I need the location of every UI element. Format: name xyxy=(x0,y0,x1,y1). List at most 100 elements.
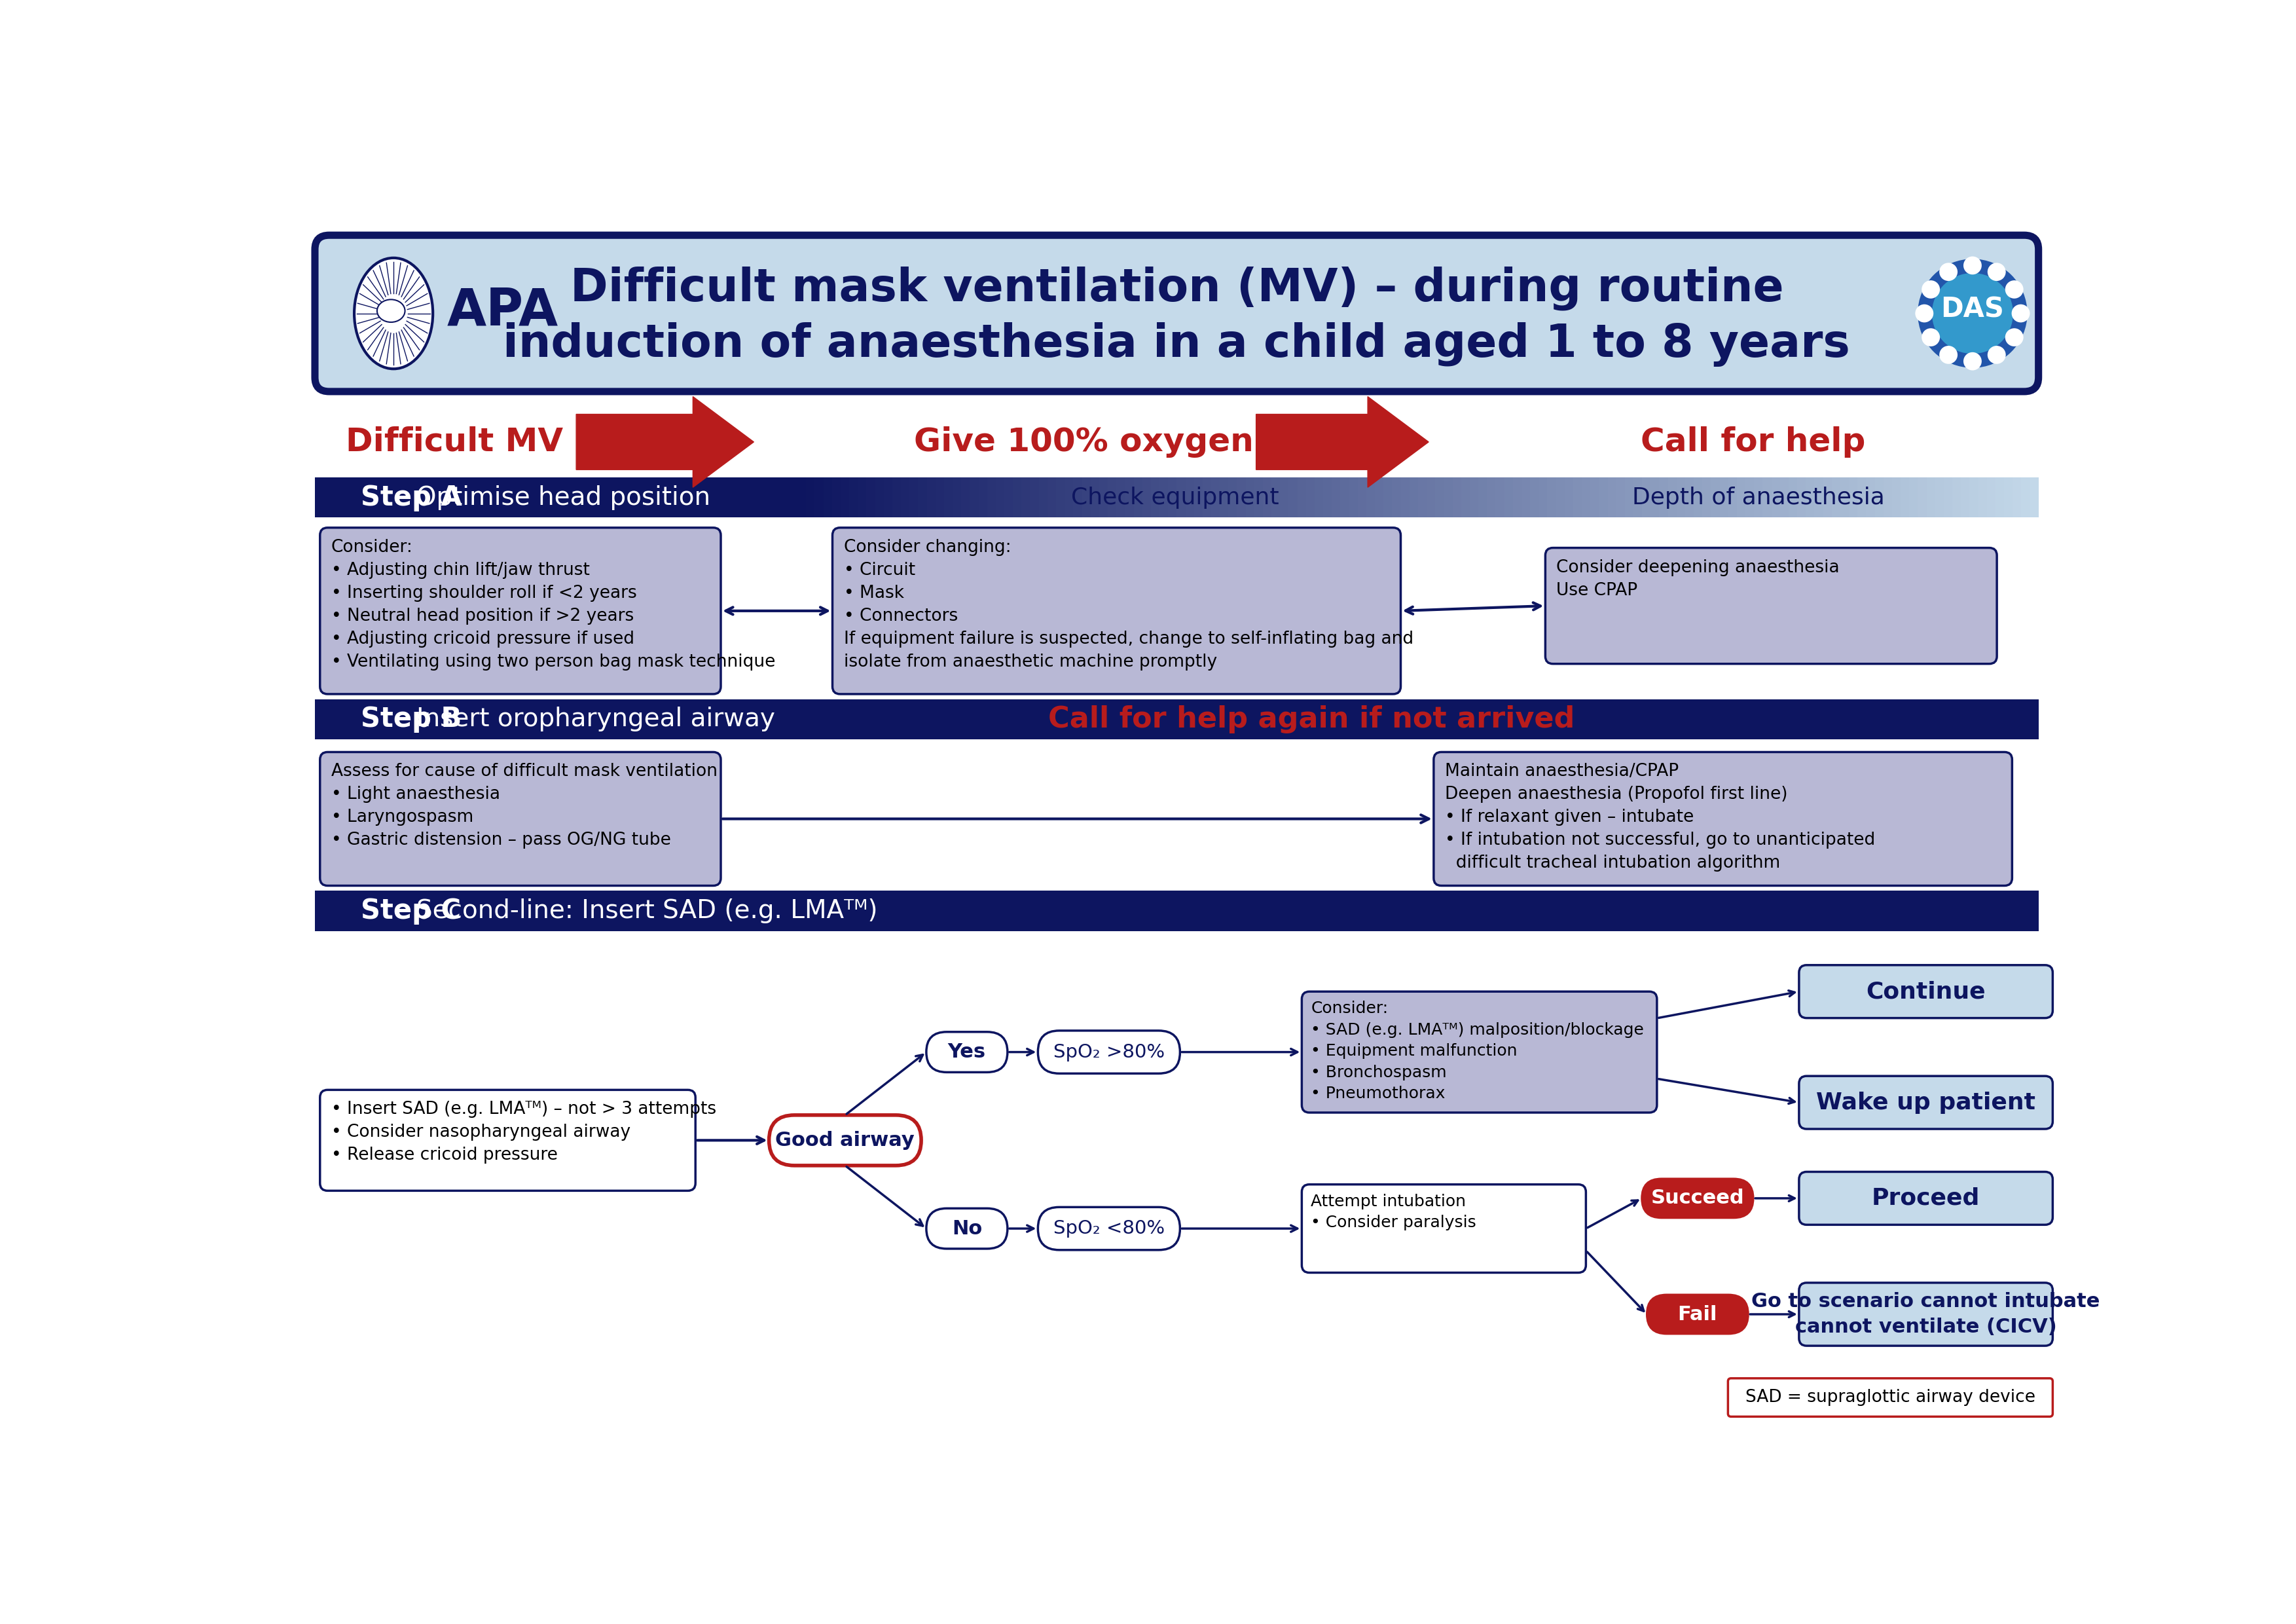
Text: Consider deepening anaesthesia
Use CPAP: Consider deepening anaesthesia Use CPAP xyxy=(1557,559,1839,599)
Circle shape xyxy=(1963,257,1981,274)
Bar xyxy=(1332,477,1341,518)
FancyBboxPatch shape xyxy=(925,1208,1008,1249)
Text: DAS: DAS xyxy=(1940,296,2004,323)
Text: Second-line: Insert SAD (e.g. LMAᵀᴹ): Second-line: Insert SAD (e.g. LMAᵀᴹ) xyxy=(416,898,877,924)
Bar xyxy=(1754,477,1763,518)
Bar xyxy=(1814,477,1823,518)
Bar xyxy=(1419,477,1428,518)
Bar xyxy=(393,477,402,518)
Text: Consider:
• Adjusting chin lift/jaw thrust
• Inserting shoulder roll if <2 years: Consider: • Adjusting chin lift/jaw thru… xyxy=(331,539,776,671)
Circle shape xyxy=(1988,346,2007,364)
FancyBboxPatch shape xyxy=(1646,1294,1747,1333)
Text: Step C: Step C xyxy=(360,896,461,924)
Bar xyxy=(1185,477,1194,518)
Polygon shape xyxy=(1256,396,1428,487)
Bar xyxy=(806,477,815,518)
Bar xyxy=(315,477,324,518)
Bar xyxy=(790,477,799,518)
Bar xyxy=(969,477,978,518)
Bar xyxy=(1995,477,2004,518)
Bar xyxy=(1003,477,1013,518)
FancyBboxPatch shape xyxy=(1729,1379,2053,1416)
Ellipse shape xyxy=(377,299,404,322)
Bar xyxy=(978,477,987,518)
Bar xyxy=(1986,477,1995,518)
Bar xyxy=(402,477,411,518)
Bar xyxy=(478,477,487,518)
Bar xyxy=(315,698,2039,739)
Bar xyxy=(512,477,521,518)
Bar xyxy=(599,477,608,518)
Bar xyxy=(1970,477,1979,518)
Bar xyxy=(2004,477,2014,518)
Bar xyxy=(934,477,944,518)
Bar xyxy=(1632,477,1642,518)
Bar xyxy=(1917,477,1926,518)
Circle shape xyxy=(1963,352,1981,370)
Bar xyxy=(659,477,668,518)
Bar xyxy=(1789,477,1798,518)
Text: Consider changing:
• Circuit
• Mask
• Connectors
If equipment failure is suspect: Consider changing: • Circuit • Mask • Co… xyxy=(843,539,1414,671)
Bar xyxy=(1453,477,1463,518)
Bar xyxy=(1254,477,1263,518)
Text: Difficult mask ventilation (MV) – during routine: Difficult mask ventilation (MV) – during… xyxy=(569,266,1784,310)
Text: Proceed: Proceed xyxy=(1871,1187,1979,1210)
Text: Step B: Step B xyxy=(360,705,461,732)
Bar xyxy=(471,477,480,518)
FancyBboxPatch shape xyxy=(769,1116,921,1166)
Bar xyxy=(1867,477,1876,518)
Bar xyxy=(1591,477,1600,518)
Bar xyxy=(1091,477,1100,518)
Bar xyxy=(721,477,730,518)
Bar xyxy=(737,477,746,518)
Bar xyxy=(1582,477,1591,518)
Bar xyxy=(1694,477,1704,518)
Polygon shape xyxy=(576,396,753,487)
Bar xyxy=(1676,477,1685,518)
Bar xyxy=(866,477,875,518)
Bar xyxy=(987,477,996,518)
FancyBboxPatch shape xyxy=(315,235,2039,391)
Text: No: No xyxy=(953,1220,983,1237)
Bar xyxy=(1598,477,1607,518)
Bar xyxy=(1141,477,1150,518)
Bar xyxy=(1952,477,1961,518)
Bar xyxy=(358,477,367,518)
Bar xyxy=(452,477,461,518)
FancyBboxPatch shape xyxy=(319,752,721,885)
Bar xyxy=(340,477,349,518)
Bar xyxy=(1513,477,1522,518)
Bar xyxy=(668,477,677,518)
Bar xyxy=(1736,477,1745,518)
Bar xyxy=(1763,477,1773,518)
Bar xyxy=(1435,477,1444,518)
Bar xyxy=(1031,477,1040,518)
Bar xyxy=(1564,477,1573,518)
Bar xyxy=(436,477,445,518)
Bar xyxy=(1876,477,1885,518)
FancyBboxPatch shape xyxy=(1545,547,1998,664)
FancyBboxPatch shape xyxy=(1302,1184,1587,1273)
Bar xyxy=(540,477,549,518)
Bar xyxy=(383,477,393,518)
Bar xyxy=(1219,477,1228,518)
Bar xyxy=(1495,477,1504,518)
Bar xyxy=(556,477,565,518)
Bar xyxy=(1272,477,1281,518)
Bar xyxy=(521,477,530,518)
Bar xyxy=(1848,477,1857,518)
Bar xyxy=(608,477,618,518)
Bar xyxy=(374,477,383,518)
Bar xyxy=(953,477,962,518)
Bar xyxy=(1288,477,1297,518)
Bar xyxy=(1297,477,1306,518)
Bar xyxy=(1685,477,1694,518)
Bar xyxy=(443,477,452,518)
Bar xyxy=(1238,477,1247,518)
Bar xyxy=(703,477,712,518)
Bar xyxy=(618,477,625,518)
Bar xyxy=(1159,477,1169,518)
Bar xyxy=(1341,477,1350,518)
Text: Depth of anaesthesia: Depth of anaesthesia xyxy=(1632,486,1885,508)
Bar xyxy=(962,477,971,518)
